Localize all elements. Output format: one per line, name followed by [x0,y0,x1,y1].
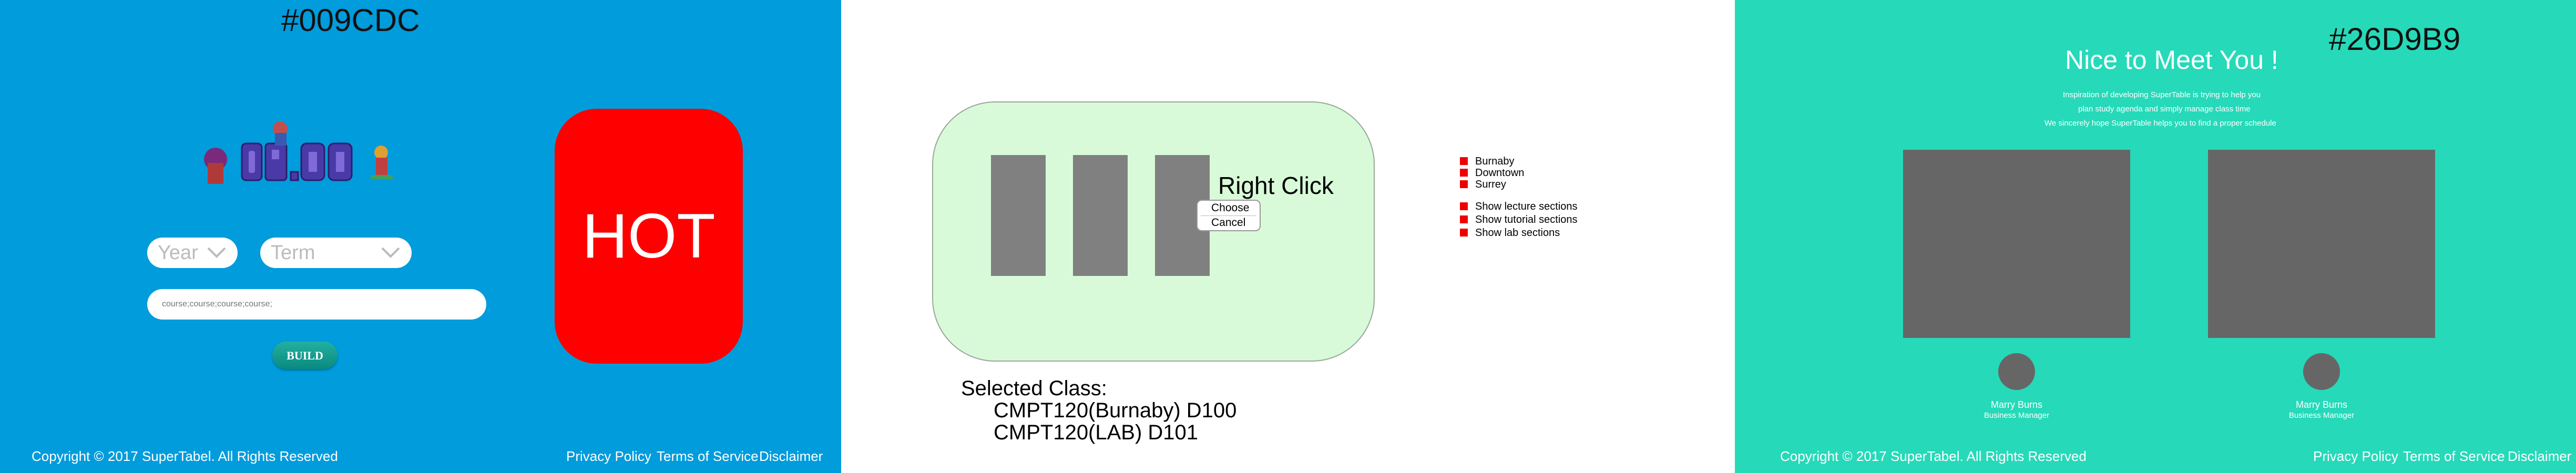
member-role: Business Manager [2288,411,2355,420]
timetable-slot[interactable] [1073,155,1128,276]
course-input[interactable] [147,289,486,320]
opgg-logo [204,121,393,184]
intro-line: plan study agenda and simply manage clas… [2078,105,2251,114]
team-photo [1903,150,2130,338]
chevron-down-icon [381,247,400,258]
context-menu-divider [1201,215,1256,216]
filter-label: Show lab sections [1475,227,1560,239]
member-name: Marry Burns [1990,399,2042,410]
checkbox-icon [1460,202,1468,210]
filter-label: Surrey [1475,179,1506,190]
footer-link-privacy[interactable]: Privacy Policy [2313,448,2398,464]
hot-badge: HOT [555,109,743,364]
about-title: Nice to Meet You ! [2065,45,2278,75]
checkbox-icon [1460,169,1468,177]
intro-line: We sincerely hope SuperTable helps you t… [2045,119,2276,128]
footer-link-terms[interactable]: Terms of Service [657,448,759,464]
selected-class-item: CMPT120(LAB) D101 [994,421,1199,444]
checkbox-icon [1460,229,1468,236]
year-select-value: Year [158,242,198,264]
color-code-label: #26D9B9 [2329,22,2461,57]
class-selection-panel [841,0,1735,473]
login-panel: #009CDC Year Te [0,0,841,473]
context-menu-choose[interactable]: Choose [1211,202,1250,214]
footer-link-disclaimer[interactable]: Disclaimer [759,448,823,464]
filter-label: Show lecture sections [1475,201,1578,212]
right-click-hint: Right Click [1218,172,1334,199]
selected-classes-label: Selected Class: [961,377,1107,400]
timetable-slot[interactable] [991,155,1046,276]
avatar [2303,353,2340,390]
context-menu: Choose Cancel [1197,200,1261,231]
chevron-down-icon [207,247,226,258]
about-panel: Nice to Meet You ! #26D9B9 Inspiration o… [1735,0,2576,473]
timetable-mockup [932,101,1375,362]
intro-line: Inspiration of developing SuperTable is … [2063,90,2261,99]
context-menu-cancel[interactable]: Cancel [1211,217,1246,229]
footer-link-disclaimer[interactable]: Disclaimer [2508,448,2572,464]
build-button[interactable]: BUILD [272,342,338,369]
filter-label: Show tutorial sections [1475,214,1578,225]
member-name: Marry Burns [2295,399,2347,410]
selected-classes: Selected Class: CMPT120(Burnaby) D100 CM… [961,377,1236,444]
color-code-label: #009CDC [281,3,420,38]
team-photo [2208,150,2435,338]
footer-link-terms[interactable]: Terms of Service [2403,448,2505,464]
avatar [1998,353,2035,390]
checkbox-icon [1460,157,1468,165]
filter-label: Burnaby [1475,156,1515,167]
member-role: Business Manager [1984,411,2050,420]
checkbox-icon [1460,215,1468,223]
term-select-value: Term [271,242,315,264]
footer-link-privacy[interactable]: Privacy Policy [566,448,651,464]
filter-label: Downtown [1475,167,1525,179]
year-select[interactable]: Year [147,238,238,268]
footer-copyright: Copyright © 2017 SuperTabel. All Rights … [1780,448,2087,464]
footer-copyright: Copyright © 2017 SuperTabel. All Rights … [32,448,338,464]
term-select[interactable]: Term [260,238,412,268]
checkbox-icon [1460,180,1468,188]
selected-class-item: CMPT120(Burnaby) D100 [994,399,1237,422]
